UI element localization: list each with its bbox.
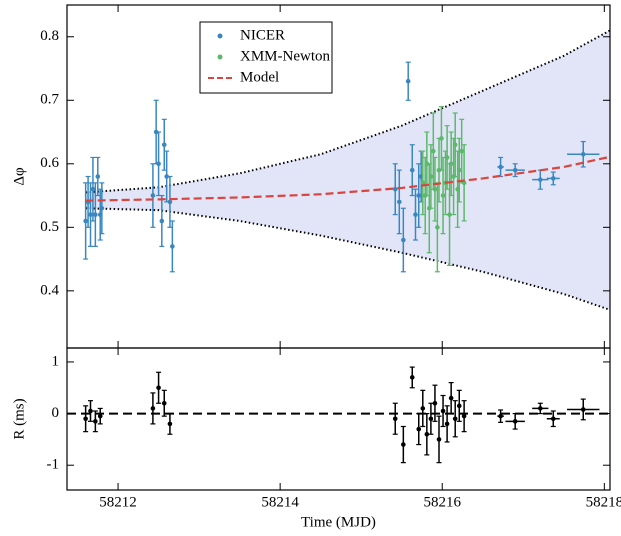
- y-tick-label: 1: [52, 353, 60, 369]
- point: [452, 416, 458, 422]
- point: [95, 174, 101, 179]
- point: [439, 136, 444, 141]
- point: [99, 205, 105, 211]
- y-tick-label: 0.5: [40, 219, 59, 235]
- point: [448, 161, 454, 167]
- point: [93, 212, 98, 217]
- point: [432, 400, 438, 406]
- point: [97, 413, 103, 419]
- point: [409, 375, 415, 380]
- point: [156, 385, 161, 391]
- y-tick-label: -1: [47, 457, 60, 473]
- point: [447, 212, 452, 217]
- point: [538, 177, 543, 182]
- point: [448, 395, 454, 401]
- x-tick-label: 58218: [586, 494, 621, 510]
- point: [580, 151, 586, 157]
- point: [424, 431, 430, 437]
- plot-frame: [66, 347, 611, 491]
- point: [420, 406, 426, 411]
- point: [428, 416, 434, 422]
- point: [83, 416, 88, 422]
- point: [550, 176, 556, 181]
- point: [392, 186, 398, 192]
- point: [436, 437, 442, 442]
- y-tick-label: 0.7: [40, 92, 59, 108]
- point: [413, 212, 418, 217]
- y-tick-label: 0.8: [40, 28, 59, 44]
- point: [420, 180, 426, 186]
- point: [90, 186, 96, 192]
- point: [93, 419, 98, 424]
- y-axis-label: R (ms): [11, 398, 27, 439]
- model-line: [85, 155, 611, 202]
- point: [444, 421, 450, 427]
- point: [156, 161, 161, 167]
- point: [416, 193, 422, 198]
- point: [164, 174, 169, 179]
- point: [170, 244, 175, 249]
- envelope-area: [85, 30, 610, 310]
- legend-label: XMM-Newton: [240, 48, 330, 64]
- point: [459, 148, 464, 154]
- legend-label: Model: [240, 69, 279, 85]
- legend-label: NICER: [240, 27, 285, 43]
- envelope-bound: [85, 207, 611, 311]
- point: [550, 416, 556, 422]
- point: [440, 408, 446, 414]
- y-axis-label: Δφ: [11, 167, 27, 186]
- point: [161, 142, 167, 148]
- point: [159, 218, 165, 224]
- x-tick-label: 58216: [423, 494, 461, 510]
- x-tick-label: 58214: [261, 494, 299, 510]
- y-tick-label: 0: [52, 405, 60, 421]
- legend-swatch: [217, 33, 223, 39]
- point: [435, 225, 440, 230]
- legend-swatch: [217, 54, 223, 60]
- point: [428, 174, 434, 179]
- point: [444, 155, 450, 160]
- point: [512, 167, 518, 173]
- point: [88, 408, 93, 414]
- x-axis-label: Time (MJD): [301, 514, 376, 530]
- point: [431, 148, 436, 154]
- point: [405, 78, 411, 84]
- point: [392, 416, 398, 422]
- point: [396, 199, 402, 205]
- point: [512, 419, 518, 424]
- point: [416, 426, 422, 432]
- point: [538, 406, 543, 411]
- point: [440, 193, 446, 198]
- point: [456, 167, 462, 173]
- point: [161, 400, 167, 406]
- point: [498, 164, 503, 170]
- point: [150, 193, 156, 198]
- point: [167, 421, 173, 427]
- y-tick-label: 0.4: [40, 282, 59, 298]
- point: [150, 406, 156, 411]
- y-tick-label: 0.6: [40, 155, 59, 171]
- point: [83, 218, 88, 224]
- point: [461, 413, 467, 419]
- point: [401, 237, 406, 243]
- point: [452, 142, 458, 148]
- point: [88, 212, 93, 217]
- point: [580, 407, 586, 412]
- x-tick-label: 58212: [99, 494, 137, 510]
- point: [432, 186, 438, 192]
- point: [456, 403, 462, 409]
- point: [498, 413, 503, 419]
- point: [409, 167, 415, 173]
- point: [167, 199, 173, 205]
- point: [401, 442, 406, 447]
